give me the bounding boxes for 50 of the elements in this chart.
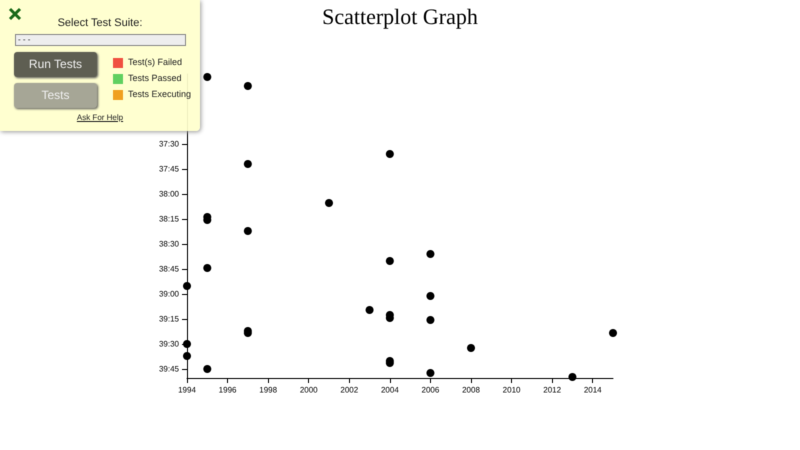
y-tick-label: 39:30 [158, 340, 180, 348]
point [467, 344, 475, 352]
point [203, 73, 212, 81]
x-tick-label: 2014 [584, 386, 602, 394]
x-tick-label: 1998 [259, 386, 278, 394]
x-tick-label: 1996 [218, 386, 238, 394]
text: Tests [14, 83, 97, 108]
point [386, 150, 394, 158]
point [183, 282, 191, 290]
y-tick-label: 38:15 [158, 214, 180, 224]
point [203, 264, 212, 272]
text: Tests Passed [128, 73, 182, 83]
y-tick-label: 39:00 [158, 290, 180, 298]
point [203, 365, 212, 373]
point [244, 82, 252, 90]
x-tick-label: 2012 [543, 386, 562, 394]
chart-title: Scatterplot Graph [322, 4, 478, 29]
x-tick-label: 2006 [422, 386, 440, 394]
point [244, 227, 252, 235]
y-tick-label: 38:30 [158, 240, 180, 248]
point [426, 250, 434, 258]
point [426, 292, 434, 300]
text: - - - [15, 34, 186, 46]
text: Test(s) Failed [128, 57, 182, 67]
x-tick-label: 1994 [178, 386, 196, 394]
point [325, 199, 333, 207]
point [609, 329, 617, 337]
y-tick-label: 38:00 [158, 190, 180, 198]
point [426, 316, 434, 324]
y-tick-label: 37:30 [158, 140, 180, 148]
text: Run Tests [14, 52, 97, 77]
point [244, 160, 252, 168]
annotation: Tests Executing [128, 89, 192, 99]
y-tick-label: 39:15 [158, 314, 180, 324]
point [568, 373, 576, 381]
y-tick-label: 38:45 [158, 264, 180, 274]
point [386, 257, 394, 265]
x-tick-label: 2002 [340, 386, 359, 394]
text: Ask For Help [76, 113, 124, 122]
text: Select Test Suite: [56, 17, 144, 29]
x-tick-label: 2010 [502, 386, 522, 394]
x-tick-label: 2008 [462, 386, 480, 394]
x-tick-label: 2000 [300, 386, 318, 394]
y-tick-label: 39:45 [158, 364, 180, 374]
point [366, 306, 374, 314]
y-tick-label: 37:45 [158, 164, 180, 174]
x-tick-label: 2004 [380, 386, 400, 394]
point [183, 340, 191, 348]
point [183, 352, 191, 360]
point [426, 369, 434, 377]
